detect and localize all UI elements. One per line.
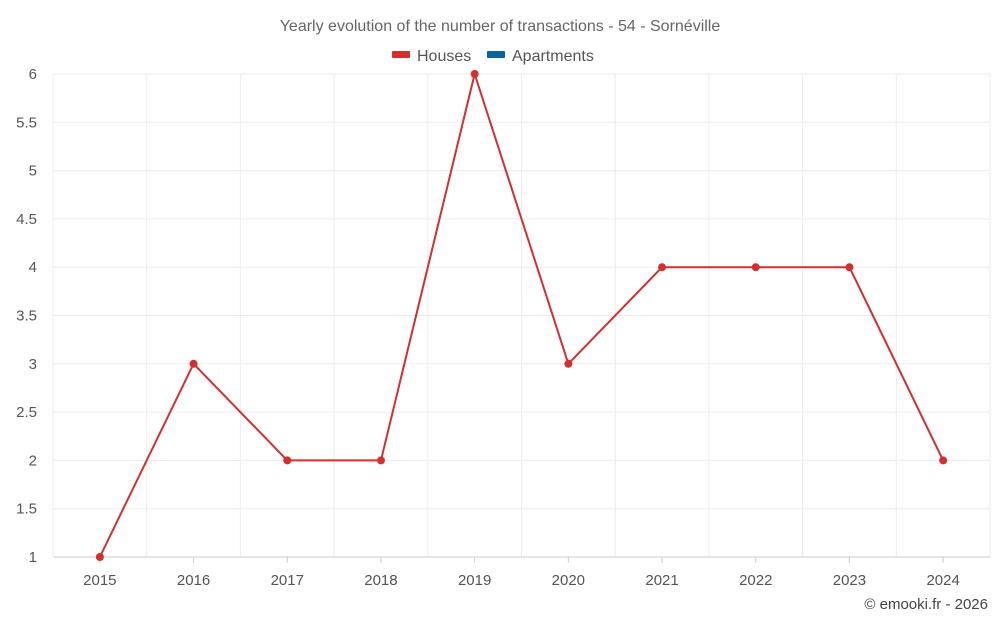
data-point-houses-2015[interactable] <box>95 553 104 561</box>
legend-label-apartments: Apartments <box>512 48 594 65</box>
data-point-houses-2023[interactable] <box>845 263 854 272</box>
y-tick-label: 3 <box>29 356 37 373</box>
y-tick-label: 4.5 <box>16 211 37 228</box>
data-point-houses-2018[interactable] <box>376 456 385 465</box>
legend: Houses Apartments <box>392 48 594 65</box>
x-tick-label: 2017 <box>271 572 304 589</box>
grid <box>52 73 991 558</box>
x-tick-label: 2022 <box>739 572 772 589</box>
x-tick-label: 2024 <box>926 572 959 589</box>
y-tick-label: 6 <box>29 66 37 83</box>
y-tick-label: 2.5 <box>16 404 37 421</box>
series-houses <box>95 70 948 561</box>
legend-item-apartments[interactable]: Apartments <box>487 48 594 65</box>
legend-swatch-apartments <box>487 51 505 58</box>
x-tick-label: 2016 <box>177 572 210 589</box>
y-tick-label: 5 <box>29 163 37 180</box>
x-tick-label: 2020 <box>552 572 585 589</box>
legend-item-houses[interactable]: Houses <box>392 48 471 65</box>
data-point-houses-2022[interactable] <box>751 263 760 272</box>
x-tick-label: 2019 <box>458 572 491 589</box>
legend-label-houses: Houses <box>417 48 471 65</box>
series-line-houses <box>98 73 945 558</box>
x-tick-label: 2023 <box>833 572 866 589</box>
y-tick-label: 2 <box>29 452 37 469</box>
x-tick-label: 2018 <box>364 572 397 589</box>
y-tick-label: 1.5 <box>16 501 37 518</box>
credit-text: © emooki.fr - 2026 <box>864 596 988 613</box>
y-tick-label: 3.5 <box>16 308 37 325</box>
data-point-houses-2017[interactable] <box>283 456 292 465</box>
y-axis-ticks: 1 1.5 2 2.5 3 3.5 4 4.5 5 5.5 6 <box>16 66 37 566</box>
y-tick-label: 4 <box>29 259 37 276</box>
legend-swatch-houses <box>392 51 410 58</box>
x-axis-ticks: 2015 2016 2017 2018 2019 2020 2021 2022 2023 2024 <box>83 557 960 589</box>
data-point-houses-2016[interactable] <box>189 359 198 368</box>
data-point-houses-2021[interactable] <box>658 263 667 272</box>
data-point-houses-2019[interactable] <box>470 70 479 78</box>
x-tick-label: 2015 <box>83 572 116 589</box>
chart-title: Yearly evolution of the number of transa… <box>280 18 721 35</box>
y-tick-label: 1 <box>29 549 37 566</box>
y-tick-label: 5.5 <box>16 114 37 131</box>
x-tick-label: 2021 <box>645 572 678 589</box>
data-point-houses-2024[interactable] <box>939 456 948 465</box>
data-point-houses-2020[interactable] <box>564 359 573 368</box>
